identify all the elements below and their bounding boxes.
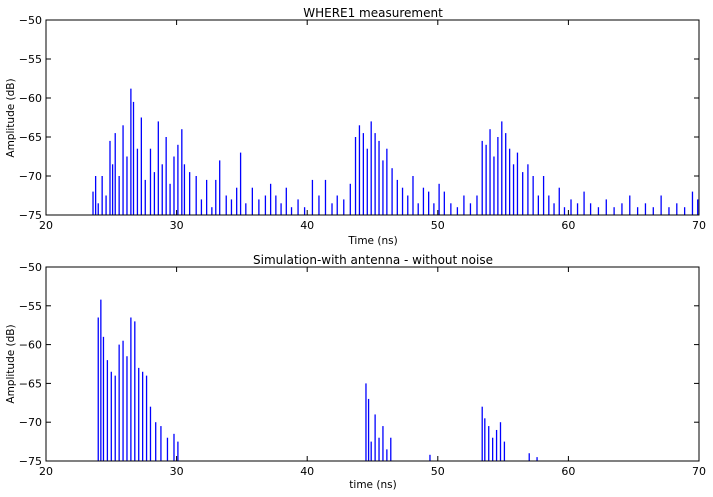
y-tick-label: −70 [19,170,42,183]
plot-frame [45,266,700,462]
x-tick-label: 70 [692,219,706,232]
y-axis-label: Amplitude (dB) [5,324,17,403]
x-tick-label: 30 [170,219,184,232]
y-tick-label: −65 [19,131,42,144]
y-tick-label: −60 [19,339,42,352]
y-tick-labels: −50 −55 −60 −65 −70 −75 [19,261,699,468]
y-tick-labels: −50 −55 −60 −65 −70 −75 [19,14,699,222]
x-tick-label: 70 [692,465,706,478]
y-tick-label: −50 [19,261,42,274]
plot-frame [45,19,700,216]
y-tick-label: −70 [19,416,42,429]
x-tick-label: 40 [300,219,314,232]
plot-panel-simulation: Simulation-with antenna - without noise … [5,253,706,491]
plot-area [92,88,699,215]
x-tick-label: 50 [431,465,445,478]
plot-panel-measurement: WHERE1 measurement 20 30 40 50 60 70 −50 −55 −6… [5,6,706,247]
x-tick-label: 60 [561,465,575,478]
x-tick-label: 20 [39,465,53,478]
y-tick-label: −60 [19,92,42,105]
chart-title: Simulation-with antenna - without noise [253,253,493,267]
x-tick-label: 60 [561,219,575,232]
x-tick-label: 40 [300,465,314,478]
y-tick-label: −50 [19,14,42,27]
y-tick-label: −75 [19,209,42,222]
x-axis-label: time (ns) [349,479,396,491]
x-tick-label: 30 [170,465,184,478]
x-tick-label: 50 [431,219,445,232]
y-axis-label: Amplitude (dB) [5,78,17,157]
x-tick-labels: 20 30 40 50 60 70 [39,20,706,232]
y-tick-label: −55 [19,300,42,313]
y-tick-label: −75 [19,455,42,468]
plot-area [97,299,538,461]
y-tick-label: −65 [19,377,42,390]
x-axis-label: Time (ns) [347,235,397,247]
x-tick-labels: 20 30 40 50 60 70 [39,267,706,478]
y-tick-label: −55 [19,53,42,66]
chart-title: WHERE1 measurement [303,6,443,20]
x-tick-label: 20 [39,219,53,232]
